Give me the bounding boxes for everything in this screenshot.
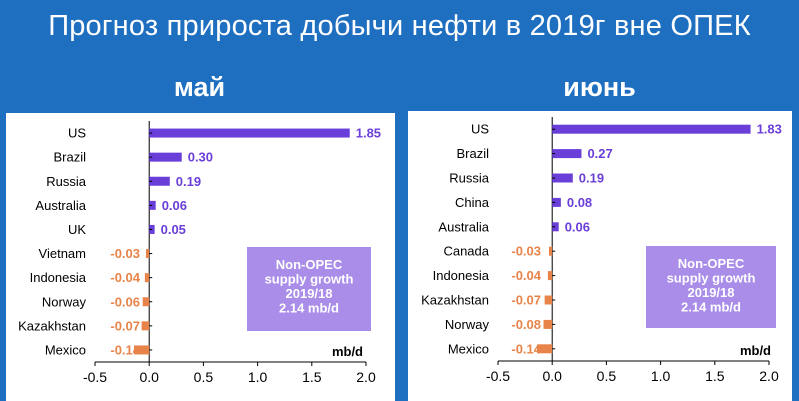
category-label: Kazakhstan [18, 318, 86, 333]
x-tick-label: 0.0 [542, 368, 562, 384]
category-label: Australia [438, 219, 489, 234]
value-label: 0.19 [579, 171, 604, 186]
x-tick-label: 1.0 [248, 369, 268, 385]
value-label: -0.14 [511, 341, 541, 356]
value-label: 0.27 [587, 146, 612, 161]
bar [552, 197, 561, 207]
bar [537, 344, 553, 354]
category-label: Vietnam [39, 246, 86, 261]
x-tick-label: 0.5 [597, 368, 617, 384]
value-label: -0.03 [511, 244, 541, 259]
value-label: 1.85 [356, 126, 381, 141]
annotation-line: supply growth [265, 272, 354, 287]
value-label: -0.03 [110, 246, 140, 261]
annotation-line: 2019/18 [286, 286, 333, 301]
bar [548, 246, 553, 256]
category-label: Norway [42, 294, 87, 309]
value-label: 0.08 [567, 195, 592, 210]
bar [552, 124, 751, 134]
category-label: Mexico [45, 342, 86, 357]
bar [142, 297, 150, 307]
value-label: 0.30 [188, 150, 213, 165]
x-tick-label: 1.5 [302, 369, 322, 385]
value-label: -0.04 [511, 268, 541, 283]
x-tick-label: -0.5 [486, 368, 510, 384]
value-label: -0.14 [110, 342, 140, 357]
category-label: Brazil [456, 146, 489, 161]
bar [149, 152, 182, 162]
x-unit-label: mb/d [332, 344, 363, 359]
annotation-box [646, 246, 776, 328]
chart-title-june: июнь [563, 72, 636, 102]
x-tick-label: 2.0 [356, 369, 376, 385]
category-label: Indonesia [433, 268, 490, 283]
category-label: UK [68, 222, 86, 237]
category-label: US [68, 126, 86, 141]
bar [544, 295, 553, 305]
x-unit-label: mb/d [740, 343, 771, 358]
value-label: -0.07 [110, 318, 140, 333]
category-label: Canada [443, 244, 489, 259]
x-tick-label: 1.5 [705, 368, 725, 384]
category-label: Mexico [448, 341, 489, 356]
category-label: China [455, 195, 490, 210]
annotation-line: 2.14 mb/d [279, 301, 339, 316]
annotation-line: Non-OPEC [678, 256, 745, 271]
chart-title-may: май [173, 72, 226, 102]
x-tick-label: 1.0 [651, 368, 671, 384]
annotation-line: 2.14 mb/d [681, 300, 741, 315]
category-label: Indonesia [30, 270, 87, 285]
annotation-line: Non-OPEC [276, 257, 343, 272]
bar [141, 321, 150, 331]
bar [149, 128, 350, 138]
category-label: Kazakhstan [421, 293, 489, 308]
value-label: 0.05 [161, 222, 186, 237]
bar [547, 271, 553, 281]
category-label: Russia [46, 174, 87, 189]
bar [552, 222, 559, 232]
category-label: Australia [35, 198, 86, 213]
bar [552, 173, 573, 183]
bar [149, 200, 156, 210]
x-tick-label: -0.5 [83, 369, 107, 385]
annotation-box [247, 247, 371, 331]
bar [552, 149, 582, 159]
page-title: Прогноз прироста добычи нефти в 2019г вн… [48, 10, 751, 42]
x-tick-label: 0.5 [194, 369, 214, 385]
value-label: 0.06 [162, 198, 187, 213]
category-label: Russia [449, 171, 490, 186]
value-label: -0.04 [110, 270, 140, 285]
value-label: 1.83 [757, 122, 782, 137]
value-label: -0.06 [110, 294, 140, 309]
bar [543, 319, 553, 329]
category-label: Norway [445, 317, 490, 332]
bar [149, 176, 170, 186]
bar [144, 273, 150, 283]
chart-panel-june: US 1.83 Brazil 0.27 Russia 0.19 China 0.08 Austr… [408, 111, 792, 401]
value-label: 0.19 [176, 174, 201, 189]
category-label: Brazil [53, 150, 86, 165]
bar [134, 345, 150, 355]
value-label: -0.08 [511, 317, 541, 332]
annotation-line: supply growth [667, 271, 756, 286]
chart-may: US 1.85 Brazil 0.30 Russia 0.19 Australia 0.06 U… [18, 121, 381, 385]
bar [145, 249, 150, 259]
chart-panel-may: US 1.85 Brazil 0.30 Russia 0.19 Australia 0.06 U… [6, 113, 395, 401]
x-tick-label: 2.0 [759, 368, 779, 384]
annotation-line: 2019/18 [688, 285, 735, 300]
value-label: -0.07 [511, 293, 541, 308]
x-tick-label: 0.0 [139, 369, 159, 385]
chart-june: US 1.83 Brazil 0.27 Russia 0.19 China 0.08 Austr… [421, 117, 782, 384]
value-label: 0.06 [565, 219, 590, 234]
category-label: US [471, 122, 489, 137]
